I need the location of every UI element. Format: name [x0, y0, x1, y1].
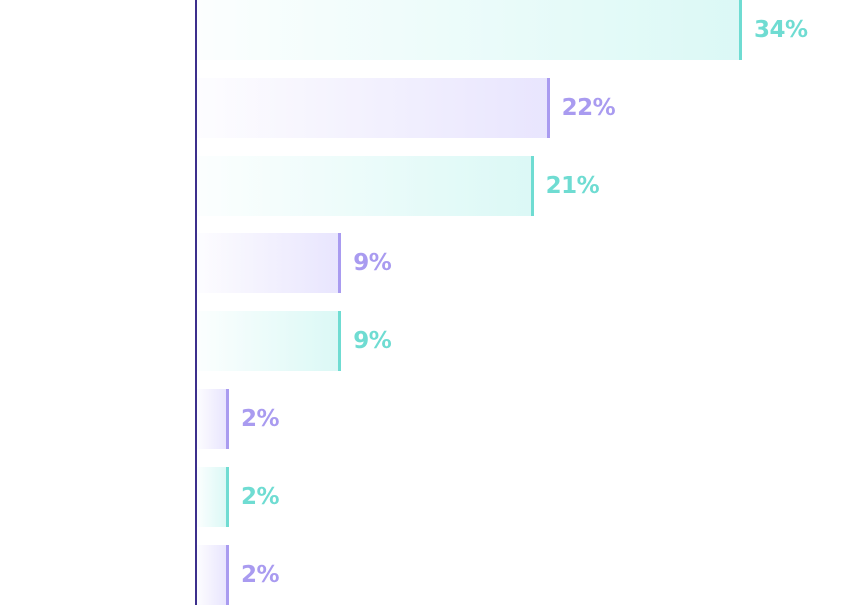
value-label: 21% — [545, 172, 600, 199]
category-label — [12, 467, 187, 527]
value-label: 9% — [353, 250, 392, 277]
value-label: 2% — [241, 483, 280, 510]
value-label: 2% — [241, 561, 280, 588]
value-label: 22% — [561, 94, 616, 121]
category-label — [12, 233, 187, 293]
y-axis-line — [195, 0, 197, 605]
category-label — [12, 156, 187, 216]
value-label: 9% — [353, 328, 392, 355]
bar — [197, 0, 742, 60]
category-label — [12, 311, 187, 371]
bar — [197, 155, 534, 216]
bar — [197, 466, 230, 527]
bar — [197, 233, 342, 294]
bar — [197, 311, 342, 372]
bar — [197, 389, 230, 449]
category-label — [12, 545, 187, 605]
bar — [197, 77, 550, 138]
bar — [197, 544, 230, 605]
category-label — [12, 389, 187, 449]
category-label — [12, 78, 187, 138]
category-label — [12, 0, 187, 60]
value-label: 2% — [241, 406, 280, 432]
value-label: 34% — [754, 17, 808, 43]
